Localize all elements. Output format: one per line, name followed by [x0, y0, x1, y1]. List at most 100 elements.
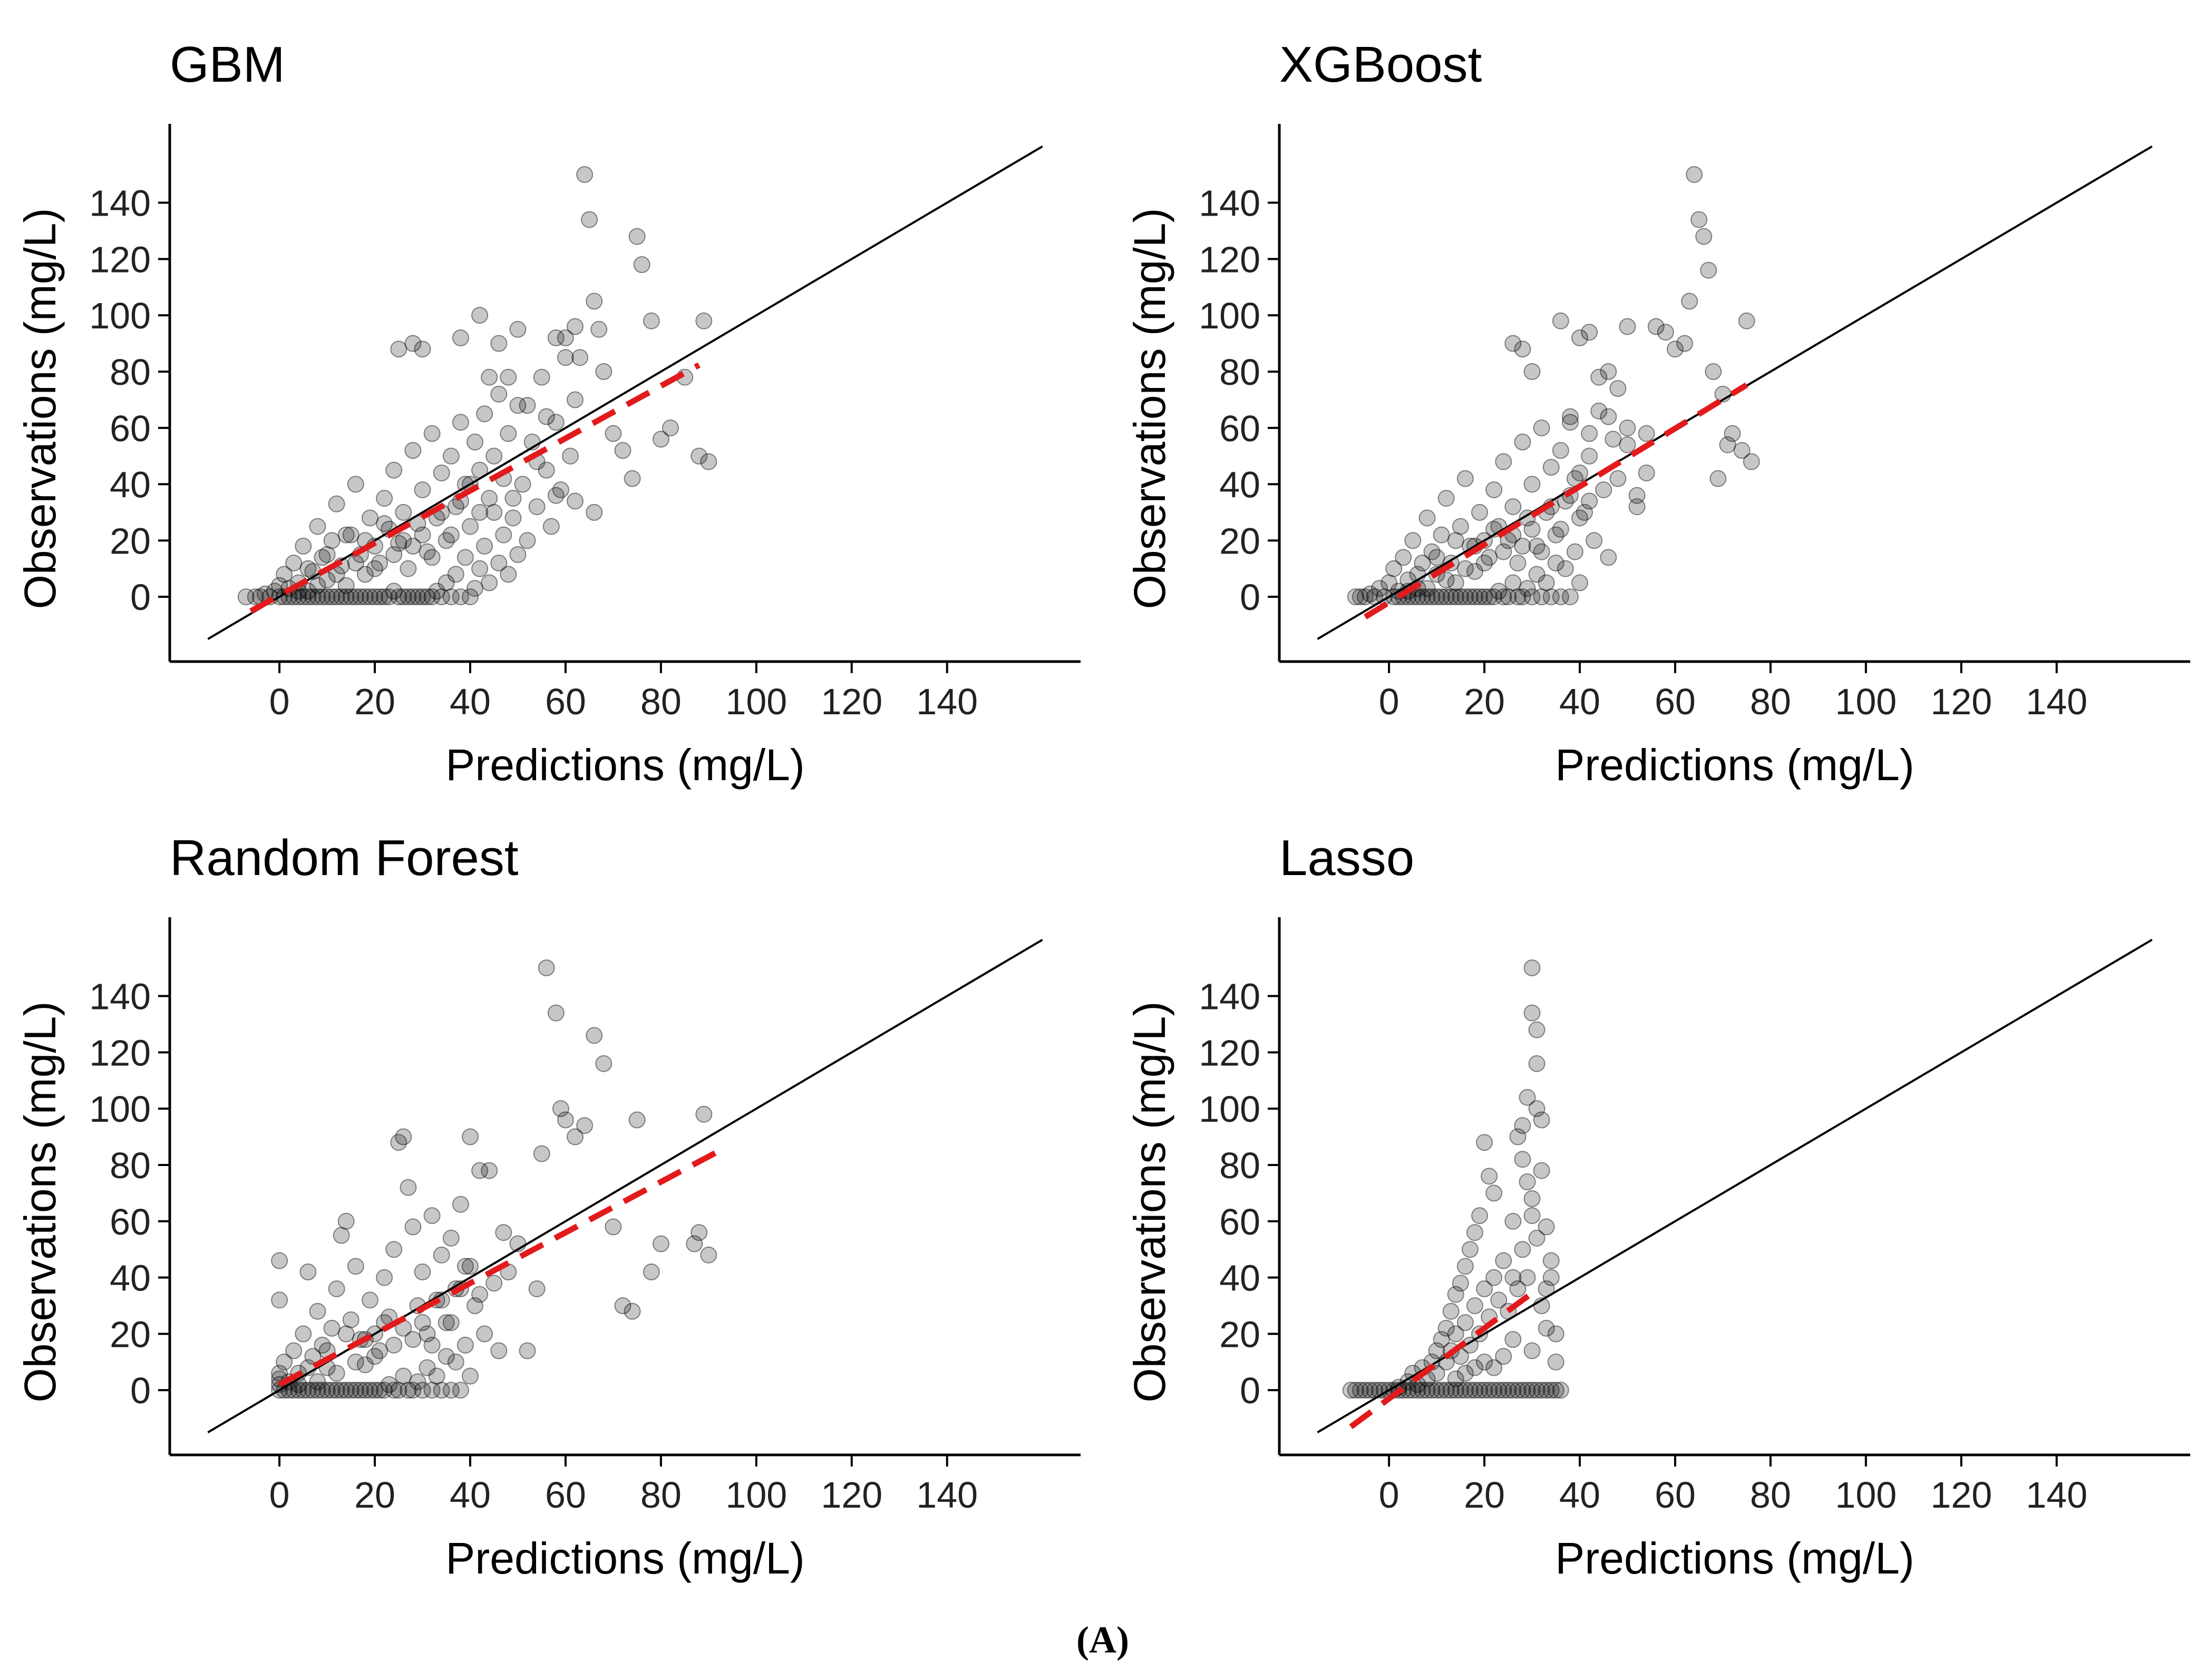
data-point [1523, 363, 1541, 380]
data-point [1423, 543, 1441, 560]
data-point [304, 1348, 322, 1365]
fit-line [1363, 382, 1748, 620]
data-point [423, 588, 441, 606]
y-tick-label: 20 [110, 520, 151, 561]
data-point [495, 1224, 512, 1241]
data-point [1456, 1314, 1474, 1331]
data-point [1738, 312, 1755, 329]
data-point [595, 1055, 613, 1072]
data-point [1619, 318, 1636, 335]
x-tick-label: 80 [640, 681, 682, 722]
x-axis-label: Predictions (mg/L) [1555, 1533, 1915, 1583]
data-point [1586, 532, 1603, 549]
panel-lasso: Lasso 0 20 40 60 80 100 120 140 0 20 40 60 80 100 120 14… [1125, 830, 2190, 1583]
data-point [557, 349, 574, 366]
y-axis-label: Observations (mg/L) [15, 1002, 65, 1403]
data-point [1552, 1382, 1569, 1399]
data-point [628, 228, 646, 245]
data-point [485, 448, 503, 465]
data-point [628, 1111, 646, 1129]
data-point [1533, 1382, 1550, 1399]
data-point [337, 1382, 355, 1399]
data-point [1418, 509, 1436, 527]
data-point [419, 1359, 436, 1376]
data-point [586, 293, 603, 310]
data-point [376, 490, 393, 507]
data-point [1442, 588, 1460, 606]
data-point [1705, 363, 1722, 380]
y-tick-label: 140 [89, 976, 151, 1017]
data-point [1476, 1134, 1493, 1151]
data-point [471, 504, 489, 521]
data-point [366, 560, 383, 577]
data-point [476, 1325, 493, 1343]
data-point [490, 335, 508, 352]
data-point [643, 312, 660, 329]
data-point [700, 1246, 717, 1264]
data-point [362, 1382, 378, 1399]
data-point [1437, 1319, 1455, 1337]
data-point [362, 1291, 378, 1309]
data-point [538, 408, 555, 425]
scatter-points [1347, 166, 1760, 606]
data-point [337, 588, 355, 606]
data-point [1542, 588, 1560, 606]
data-point [314, 1336, 331, 1354]
data-point [1418, 588, 1436, 606]
data-point [1437, 588, 1455, 606]
data-point [1504, 498, 1522, 516]
data-point [1342, 1382, 1359, 1399]
data-point [381, 588, 398, 606]
data-point [452, 1382, 469, 1399]
data-point [304, 588, 322, 606]
data-point [1676, 335, 1693, 352]
data-point [1609, 380, 1627, 397]
data-point [1381, 574, 1398, 591]
data-point [347, 588, 364, 606]
y-tick-label: 60 [1219, 408, 1260, 449]
x-axis-label: Predictions (mg/L) [1555, 740, 1915, 790]
data-point [1724, 425, 1741, 442]
data-point [633, 256, 650, 273]
data-point [276, 566, 293, 583]
data-point [1538, 1382, 1555, 1399]
data-point [1347, 1382, 1364, 1399]
data-point [423, 1207, 441, 1225]
data-point [1452, 1275, 1469, 1292]
data-point [576, 1117, 594, 1134]
data-point [1581, 324, 1598, 341]
data-point [323, 588, 341, 606]
data-point [1523, 588, 1541, 606]
data-point [347, 475, 364, 493]
data-point [295, 538, 312, 555]
data-point [404, 1331, 422, 1348]
data-point [643, 1263, 660, 1280]
data-point [1523, 1190, 1541, 1207]
data-point [1519, 1382, 1536, 1399]
data-point [371, 588, 388, 606]
data-point [428, 582, 445, 600]
data-point [342, 1382, 359, 1399]
data-point [1523, 475, 1541, 493]
y-tick-label: 20 [110, 1314, 151, 1355]
data-point [471, 1286, 489, 1303]
data-point [1523, 1004, 1541, 1022]
x-tick-label: 140 [2026, 681, 2087, 722]
data-point [500, 368, 517, 386]
data-point [404, 442, 422, 459]
data-point [652, 1235, 669, 1252]
data-point [347, 1382, 364, 1399]
data-point [1490, 1291, 1508, 1309]
data-point [538, 959, 555, 977]
data-point [1495, 543, 1512, 560]
data-point [314, 588, 331, 606]
x-tick-label: 60 [1655, 1474, 1696, 1516]
data-point [1447, 1370, 1464, 1387]
data-point [1590, 368, 1608, 386]
y-tick-label: 120 [1199, 1032, 1260, 1073]
data-point [1433, 526, 1450, 543]
scatter-points [237, 166, 717, 606]
data-point [462, 518, 479, 535]
data-point [1552, 442, 1569, 459]
data-point [337, 1212, 355, 1230]
